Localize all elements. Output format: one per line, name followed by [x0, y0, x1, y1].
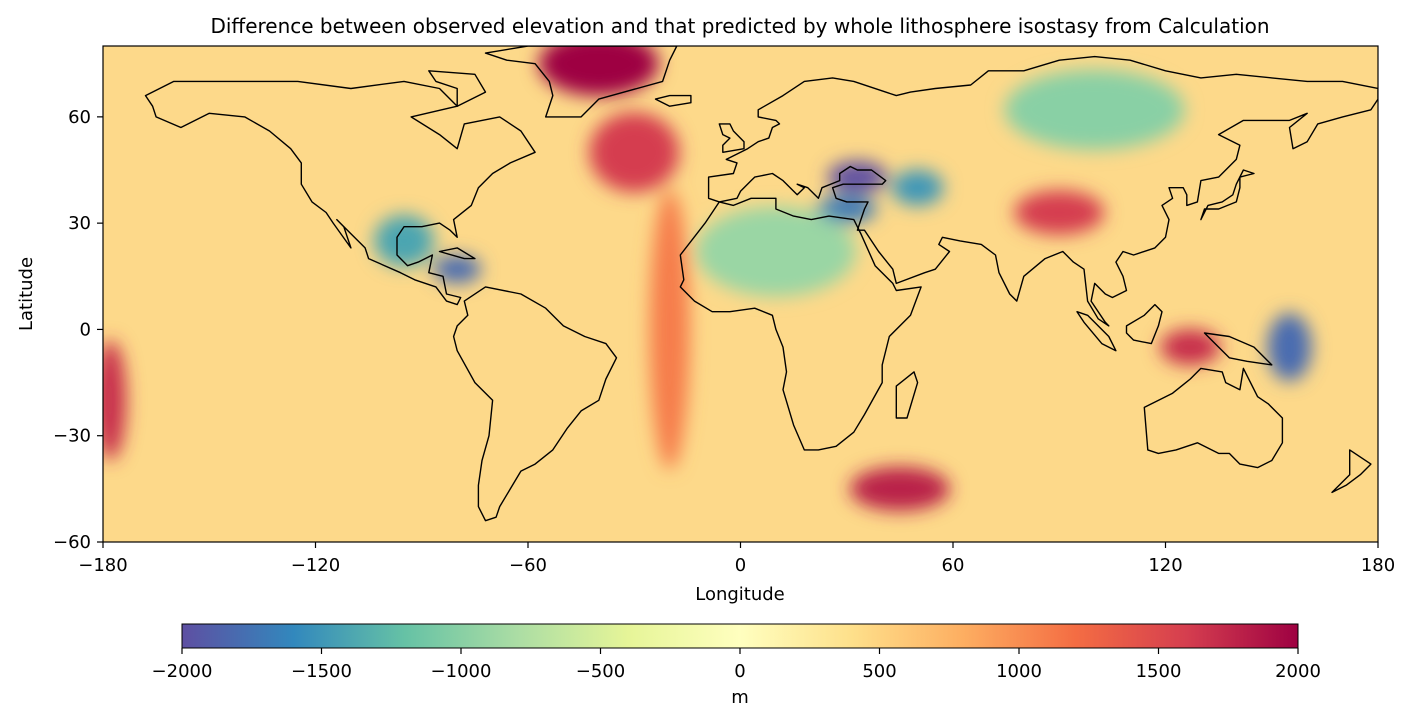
y-tick-label: −30: [53, 426, 91, 447]
map-background: [103, 46, 1378, 542]
x-tick-label: 180: [1361, 555, 1395, 576]
anomaly-tibet: [1014, 190, 1105, 235]
y-tick-label: 60: [68, 107, 91, 128]
anomaly-north-atlantic: [589, 112, 680, 193]
coastline-greenland: [484, 46, 678, 118]
colorbar-ticks: −2000 −1500 −1000 −500 0 500 1000 1500 2000: [152, 648, 1321, 682]
map-area: [103, 46, 1378, 542]
colorbar-tick-label: 500: [862, 661, 896, 682]
chart-title: Difference between observed elevation an…: [210, 14, 1269, 38]
x-tick-label: 0: [735, 555, 746, 576]
colorbar-tick-label: −2000: [152, 661, 213, 682]
colorbar-label: m: [731, 687, 749, 708]
anomaly-sahara: [695, 206, 856, 297]
y-tick-label: 0: [80, 319, 91, 340]
x-tick-label: 120: [1148, 555, 1182, 576]
y-axis: −60 −30 0 30 60: [53, 107, 103, 553]
anomaly-caribbean: [433, 255, 482, 284]
y-tick-label: −60: [53, 532, 91, 553]
anomaly-east-pacific: [103, 340, 127, 461]
coastline-sumatra: [1076, 311, 1117, 352]
x-axis: −180 −120 −60 0 60 120 180: [78, 542, 1395, 576]
coastline-baffin: [428, 70, 487, 107]
coastline-north-america: [144, 80, 536, 306]
anomaly-siberia: [1004, 69, 1185, 150]
colorbar: [181, 623, 1299, 649]
colorbar-tick-label: 1000: [996, 661, 1042, 682]
anomaly-coral-sea: [1267, 313, 1312, 382]
coastline-iceland: [654, 94, 692, 107]
coastlines: [144, 46, 1378, 522]
coastline-eurasia: [707, 55, 1378, 327]
colorbar-tick-label: 2000: [1275, 661, 1321, 682]
y-tick-label: 30: [68, 213, 91, 234]
coastline-borneo: [1125, 303, 1163, 345]
anomaly-gulf-of-mexico: [374, 214, 435, 267]
x-tick-label: 60: [942, 555, 965, 576]
coastline-cuba: [438, 247, 476, 260]
anomaly-black-sea: [827, 161, 888, 194]
x-tick-label: −60: [509, 555, 547, 576]
anomaly-mid-atlantic-ridge: [649, 189, 690, 470]
coastline-uk: [718, 123, 745, 153]
colorbar-tick-label: −500: [576, 661, 625, 682]
anomaly-southern-ocean: [849, 466, 950, 511]
colorbar-tick-label: 1500: [1136, 661, 1182, 682]
coastline-new-guinea: [1203, 332, 1273, 366]
x-tick-label: −180: [78, 555, 127, 576]
colorbar-tick-label: −1500: [291, 661, 352, 682]
anomaly-banda-sea: [1160, 329, 1221, 366]
coastline-africa: [679, 197, 922, 451]
colorbar-tick-label: 0: [734, 661, 745, 682]
coastline-australia: [1143, 367, 1284, 469]
x-axis-label: Longitude: [695, 584, 785, 605]
coastline-japan: [1200, 169, 1255, 221]
coastline-new-zealand: [1331, 449, 1372, 494]
anomaly-layer: [103, 46, 1312, 511]
y-axis-label: Latitude: [16, 257, 37, 331]
coastline-south-america: [452, 286, 618, 522]
x-tick-label: −120: [291, 555, 340, 576]
coastline-madagascar: [895, 371, 919, 419]
anomaly-greenland: [538, 46, 659, 96]
anomaly-caspian: [891, 169, 944, 206]
colorbar-tick-label: −1000: [431, 661, 492, 682]
